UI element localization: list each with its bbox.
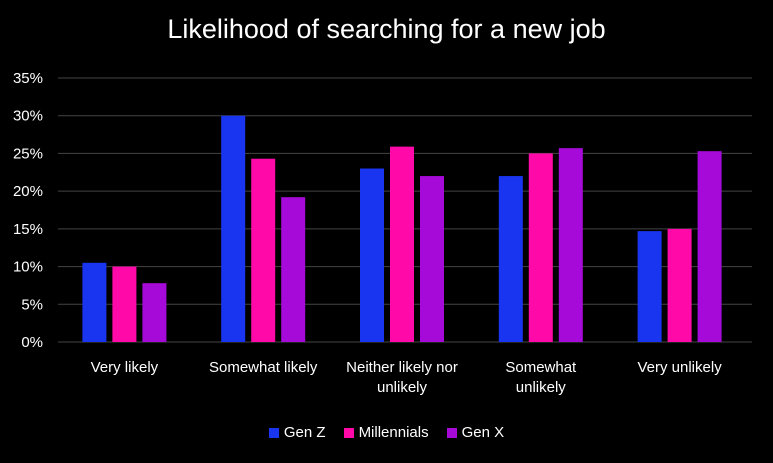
x-category-label: Very unlikely	[637, 359, 722, 376]
bar-gen-x	[420, 176, 444, 342]
y-tick-label: 20%	[13, 183, 43, 200]
legend-item: Gen X	[446, 424, 505, 441]
y-tick-label: 5%	[21, 296, 43, 313]
legend-item: Gen Z	[268, 424, 326, 441]
legend-swatch	[343, 427, 354, 438]
legend-label: Millennials	[358, 424, 429, 441]
bar-millennials	[112, 266, 137, 342]
legend: Gen Z Millennials Gen X	[0, 424, 773, 441]
y-tick-label: 0%	[21, 334, 43, 351]
bar-gen-z	[82, 262, 107, 342]
bar-gen-x	[697, 151, 722, 342]
y-tick-label: 10%	[13, 259, 43, 276]
bar-gen-x	[142, 283, 167, 342]
legend-label: Gen X	[461, 424, 505, 441]
y-tick-label: 25%	[13, 145, 43, 162]
bar-millennials	[251, 158, 276, 342]
bar-gen-z	[637, 231, 662, 342]
bar-millennials	[528, 153, 553, 342]
legend-label: Gen Z	[283, 424, 326, 441]
legend-swatch	[268, 427, 279, 438]
bar-millennials	[667, 228, 692, 342]
x-category-label: Very likely	[91, 359, 159, 376]
legend-item: Millennials	[343, 424, 429, 441]
x-category-label: Neither likely nor unlikely	[346, 359, 458, 396]
chart-title: Likelihood of searching for a new job	[167, 14, 606, 44]
legend-swatch	[446, 427, 457, 438]
x-category-label: Somewhat unlikely	[505, 359, 577, 396]
bar-gen-z	[498, 176, 523, 342]
bar-gen-z	[221, 115, 246, 342]
bar-gen-x	[558, 148, 583, 342]
bar-gen-z	[360, 168, 384, 342]
y-tick-label: 15%	[13, 221, 43, 238]
y-tick-label: 30%	[13, 108, 43, 125]
bar-millennials	[390, 146, 414, 342]
bar-gen-x	[281, 197, 306, 342]
x-category-label: Somewhat likely	[209, 359, 318, 376]
y-tick-label: 35%	[13, 70, 43, 87]
